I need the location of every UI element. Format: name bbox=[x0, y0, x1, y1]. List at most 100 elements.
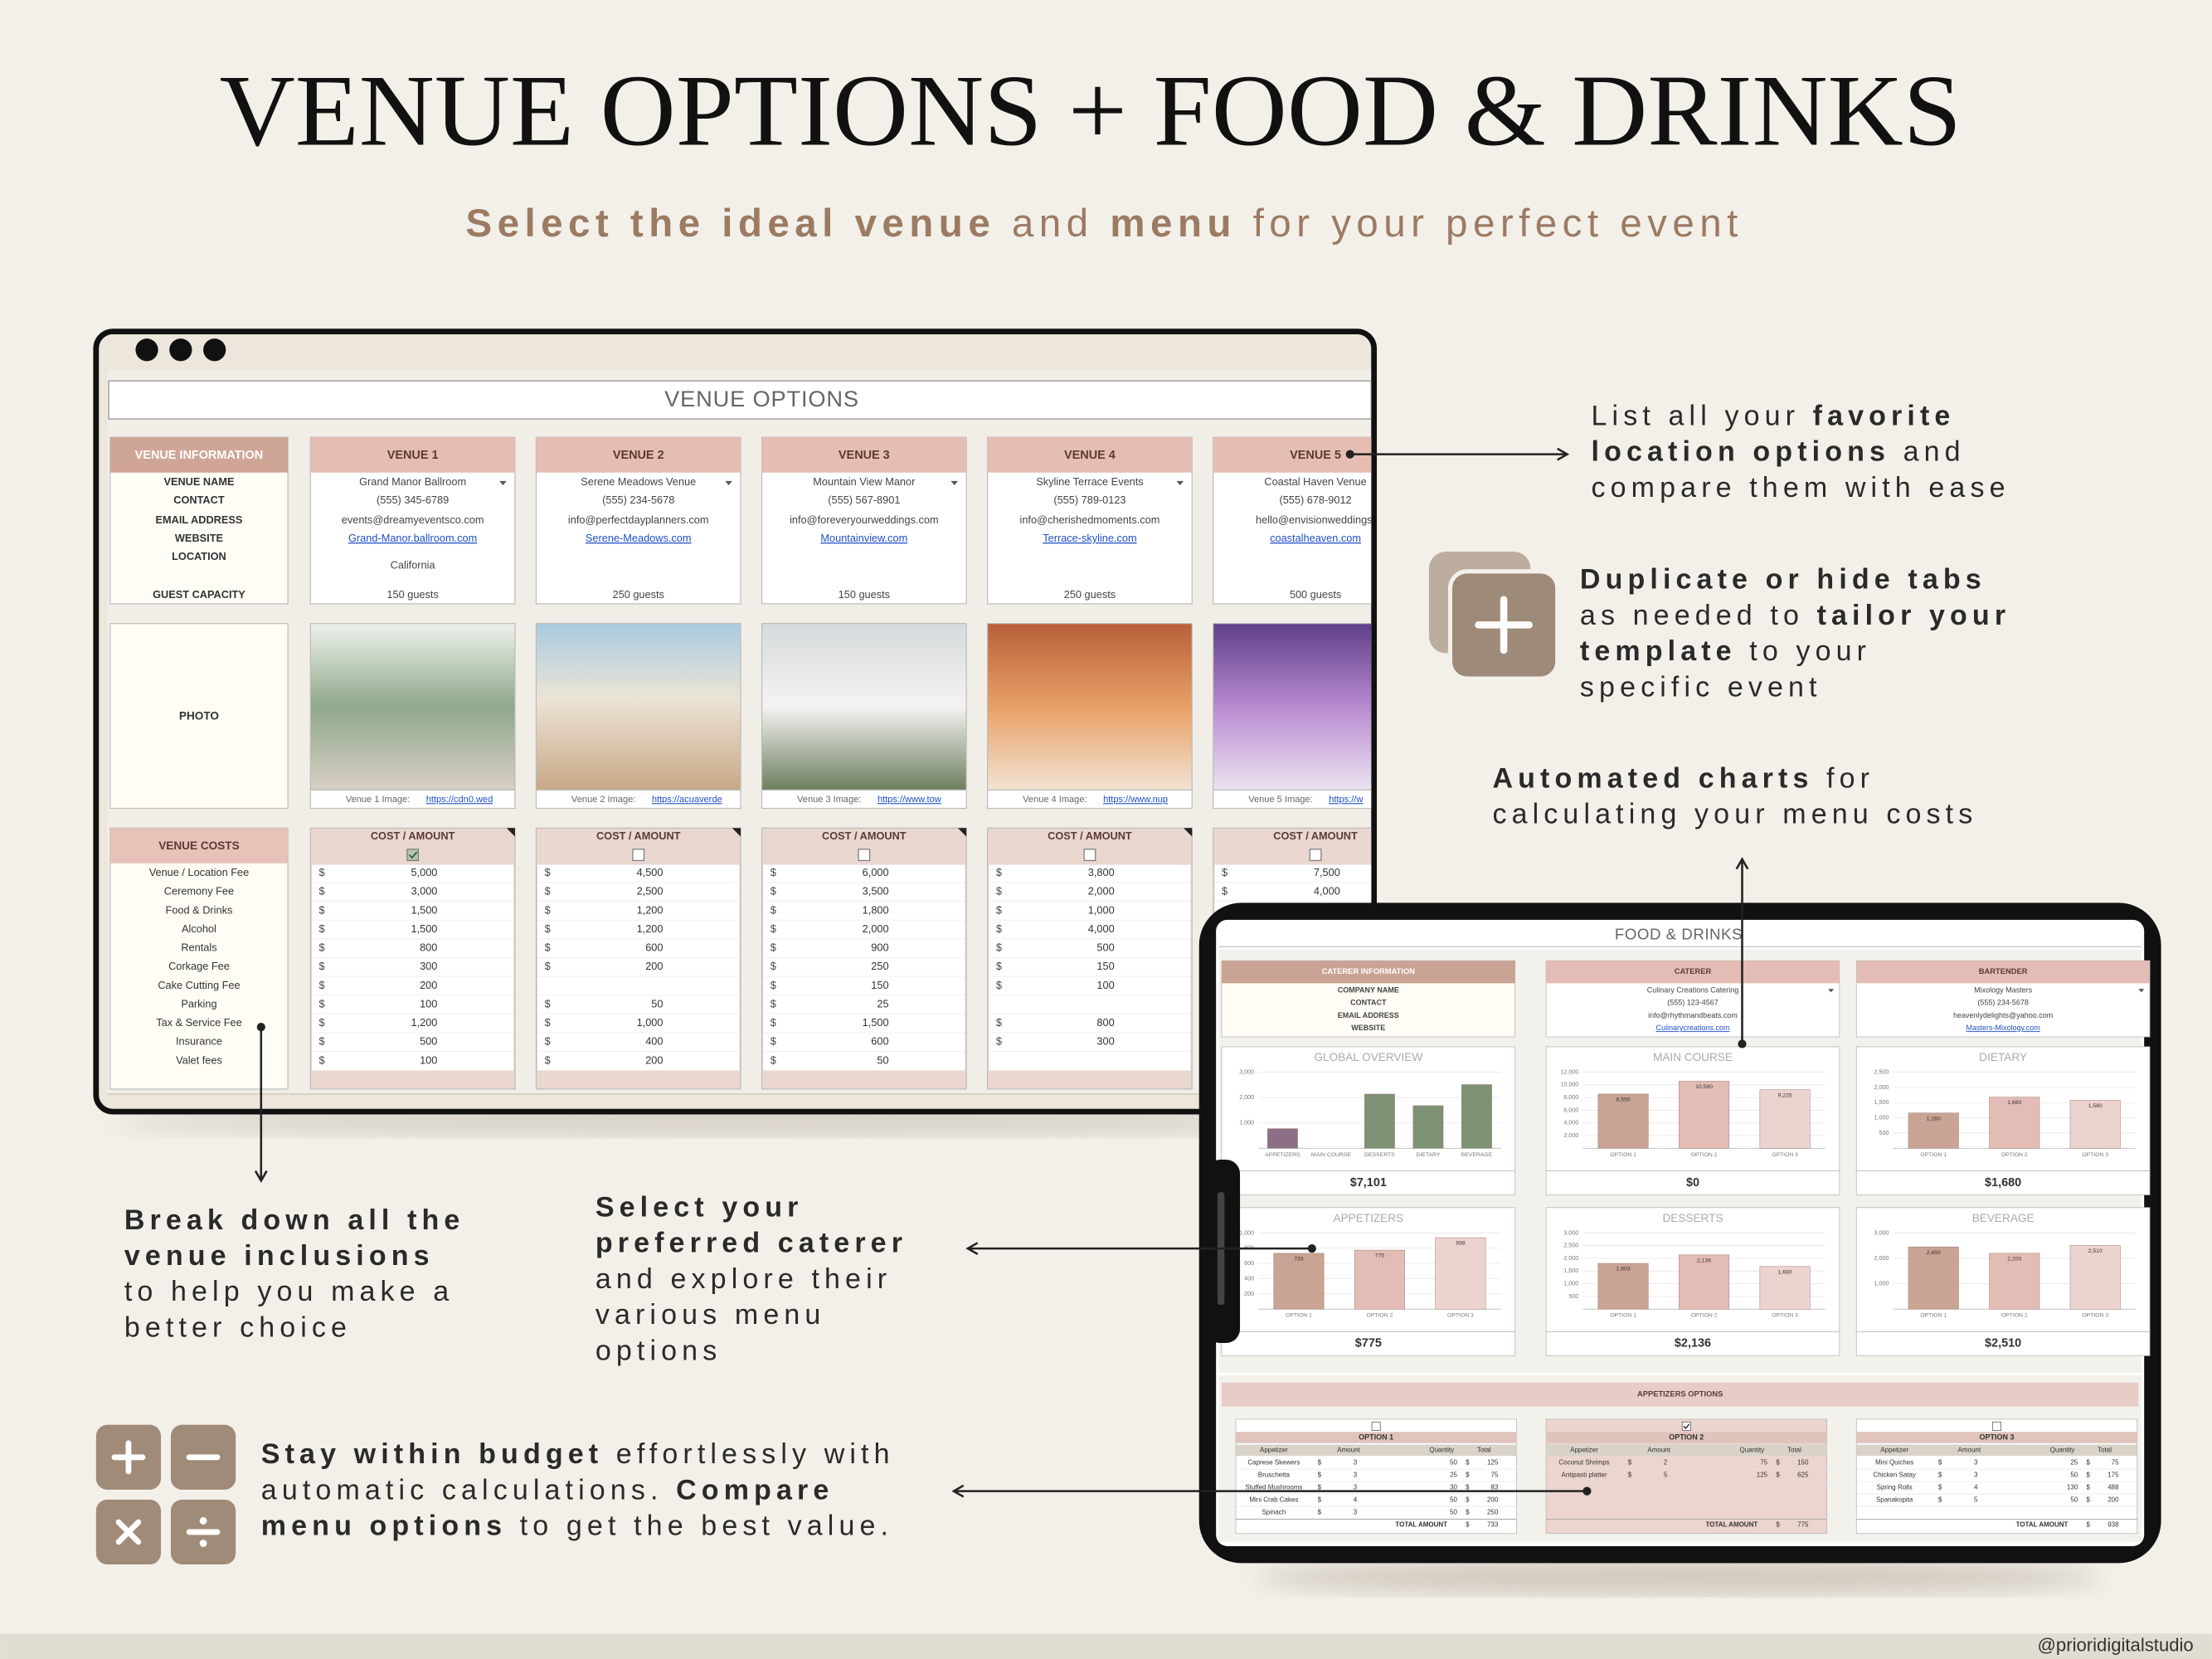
venue-header: VENUE 2 bbox=[613, 449, 664, 462]
cost-header: COST / AMOUNT bbox=[1273, 830, 1358, 842]
item-total: 200 bbox=[2107, 1496, 2119, 1504]
currency: $ bbox=[771, 1016, 776, 1029]
currency: $ bbox=[996, 979, 1002, 991]
item-amount: 3 bbox=[1354, 1472, 1358, 1479]
item-total: 150 bbox=[1797, 1459, 1809, 1467]
venue-contact: (555) 345-6789 bbox=[377, 494, 449, 506]
y-tick-label: 3,000 bbox=[1874, 1229, 1889, 1236]
checkmark bbox=[408, 851, 418, 859]
item-name: Chicken Satay bbox=[1873, 1472, 1915, 1479]
y-tick-label: 500 bbox=[1568, 1293, 1578, 1300]
venue-header-bg bbox=[536, 437, 741, 473]
venue-header: VENUE 1 bbox=[387, 449, 439, 462]
info-label: EMAIL ADDRESS bbox=[1338, 1011, 1399, 1019]
venue-header: VENUE 3 bbox=[839, 449, 890, 462]
item-amount: 3 bbox=[1354, 1459, 1358, 1467]
currency: $ bbox=[319, 1016, 325, 1029]
info-label: CONTACT bbox=[1350, 999, 1387, 1007]
total-cell bbox=[1545, 1331, 1840, 1356]
sheet-title: VENUE OPTIONS bbox=[664, 386, 859, 411]
item-quantity: 130 bbox=[2067, 1484, 2078, 1491]
currency: $ bbox=[771, 885, 776, 898]
dropdown-arrow bbox=[725, 480, 732, 486]
callout-line: specific event bbox=[1580, 671, 1822, 703]
cost-value: 600 bbox=[645, 941, 663, 954]
currency: $ bbox=[1466, 1459, 1470, 1467]
item-name: Spring Rolls bbox=[1877, 1484, 1913, 1491]
currency: $ bbox=[1628, 1459, 1632, 1467]
currency: $ bbox=[319, 903, 325, 916]
callout-segment: and bbox=[1890, 436, 1966, 468]
cost-value: 5,000 bbox=[411, 866, 437, 878]
currency: $ bbox=[1776, 1459, 1780, 1467]
value-label: 938 bbox=[1456, 1241, 1466, 1247]
bar bbox=[1364, 1093, 1395, 1149]
currency: $ bbox=[319, 866, 325, 878]
value-label: 1,160 bbox=[1927, 1116, 1941, 1121]
venue-name: Mountain View Manor bbox=[813, 475, 916, 488]
arrow-dot bbox=[1345, 450, 1354, 459]
item-total: 175 bbox=[2107, 1472, 2119, 1479]
callout-segment: effortlessly with bbox=[603, 1438, 894, 1470]
cost-value: 50 bbox=[877, 1053, 888, 1066]
currency: $ bbox=[319, 960, 325, 972]
currency: $ bbox=[545, 941, 551, 954]
info-label: COMPANY NAME bbox=[1338, 985, 1399, 994]
callout-line: Select your bbox=[596, 1191, 804, 1223]
callout-segment: better choice bbox=[124, 1311, 352, 1343]
venue-email: events@dreamyeventsco.com bbox=[342, 513, 484, 526]
checkbox bbox=[1083, 849, 1096, 862]
item-total: 625 bbox=[1797, 1472, 1809, 1479]
costs-header-bg bbox=[109, 828, 289, 864]
column-header: Appetizer bbox=[1260, 1446, 1288, 1453]
currency: $ bbox=[771, 997, 776, 1010]
info-value: Masters-Mixology.com bbox=[1966, 1024, 2039, 1032]
cost-value: 1,200 bbox=[637, 903, 664, 916]
callout-segment: for bbox=[1814, 762, 1875, 794]
item-name: Caprese Skewers bbox=[1247, 1459, 1300, 1467]
info-block-header: CATERER bbox=[1675, 967, 1712, 975]
options-header: APPETIZERS OPTIONS bbox=[1637, 1390, 1723, 1399]
x-tick-label: OPTION 3 bbox=[2082, 1313, 2108, 1319]
callout-segment: preferred caterer bbox=[596, 1228, 907, 1259]
value-label: 733 bbox=[1294, 1257, 1304, 1262]
value-label: 775 bbox=[1375, 1253, 1385, 1259]
y-tick-label: 6,000 bbox=[1563, 1107, 1578, 1113]
x-tick-label: OPTION 1 bbox=[1610, 1152, 1636, 1158]
venue-website: Mountainview.com bbox=[820, 532, 907, 544]
info-value: (555) 234-5678 bbox=[1977, 999, 2029, 1007]
y-tick-label: 500 bbox=[1879, 1130, 1889, 1136]
callout-line: Break down all the bbox=[124, 1204, 465, 1236]
footer-band bbox=[0, 1633, 2212, 1659]
total-cell bbox=[1545, 1170, 1840, 1195]
cost-rows-bg bbox=[312, 864, 514, 1071]
info-block-header-bg bbox=[1856, 961, 2151, 984]
venue-capacity: 250 guests bbox=[1064, 588, 1116, 601]
cost-label: Alcohol bbox=[182, 922, 216, 935]
arrow bbox=[254, 1027, 268, 1184]
venue-header-bg bbox=[761, 437, 967, 473]
currency: $ bbox=[996, 866, 1002, 878]
cost-label: Rentals bbox=[181, 941, 216, 954]
y-tick-label: 8,000 bbox=[1563, 1094, 1578, 1101]
item-name: Antipasti platter bbox=[1562, 1472, 1607, 1479]
cost-value: 7,500 bbox=[1314, 866, 1340, 878]
cost-value: 3,800 bbox=[1088, 866, 1115, 878]
total-label: TOTAL AMOUNT bbox=[2016, 1521, 2069, 1529]
currency: $ bbox=[319, 997, 325, 1010]
cost-value: 250 bbox=[871, 960, 888, 972]
venue-capacity: 150 guests bbox=[386, 588, 438, 601]
bar bbox=[1354, 1249, 1405, 1310]
venue-capacity: 250 guests bbox=[613, 588, 664, 601]
cost-value: 2,500 bbox=[637, 885, 664, 898]
currency: $ bbox=[1776, 1521, 1780, 1529]
currency: $ bbox=[771, 1053, 776, 1066]
value-label: 1,580 bbox=[2088, 1103, 2103, 1109]
currency: $ bbox=[996, 903, 1002, 916]
callout-line: options bbox=[596, 1335, 722, 1366]
costs-box bbox=[109, 827, 289, 1090]
total-cell bbox=[1855, 1331, 2151, 1356]
callout-segment: Break down all the bbox=[124, 1204, 465, 1236]
column-header: Total bbox=[1477, 1446, 1491, 1453]
